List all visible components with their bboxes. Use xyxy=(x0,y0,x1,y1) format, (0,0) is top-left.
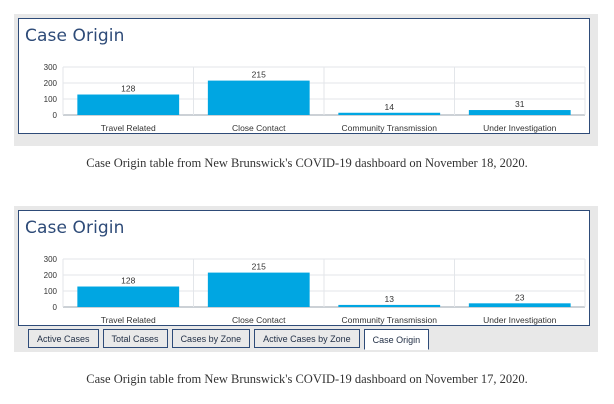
tab-case-origin[interactable]: Case Origin xyxy=(363,329,430,350)
chart-title: Case Origin xyxy=(25,218,125,238)
category-label: Close Contact xyxy=(232,123,286,133)
bar-chart: 0 100 200 300 128 Travel Related 215 Close Cont… xyxy=(44,63,586,133)
y-tick-label: 200 xyxy=(44,271,58,280)
tab-active-cases-by-zone[interactable]: Active Cases by Zone xyxy=(254,329,360,348)
data-label: 215 xyxy=(252,262,266,272)
category-label: Travel Related xyxy=(101,315,156,325)
y-tick-label: 300 xyxy=(44,63,58,72)
bar xyxy=(77,94,180,115)
bar xyxy=(468,303,571,307)
case-origin-panel-nov-17: Case Origin 0 100 200 300 128 Travel Related 2… xyxy=(14,206,598,352)
bar-chart: 0 100 200 300 128 Travel Related 215 Close Cont… xyxy=(44,255,586,325)
y-tick-label: 0 xyxy=(53,111,58,120)
bar xyxy=(338,304,441,307)
bar xyxy=(468,110,571,115)
y-tick-label: 100 xyxy=(44,95,58,104)
tab-active-cases[interactable]: Active Cases xyxy=(28,329,99,348)
bar xyxy=(338,112,441,115)
chart-title: Case Origin xyxy=(25,26,125,46)
y-tick-label: 200 xyxy=(44,79,58,88)
data-label: 13 xyxy=(385,294,395,304)
category-label: Close Contact xyxy=(232,315,286,325)
category-label: Travel Related xyxy=(101,123,156,133)
data-label: 31 xyxy=(515,99,525,109)
chart-card: Case Origin 0 100 200 300 128 Travel Related 2… xyxy=(18,210,590,326)
y-tick-label: 100 xyxy=(44,287,58,296)
y-tick-label: 0 xyxy=(53,303,58,312)
figure-caption: Case Origin table from New Brunswick's C… xyxy=(86,372,528,386)
chart-card: Case Origin 0 100 200 300 128 Travel Related 2… xyxy=(18,18,590,134)
tab-cases-by-zone[interactable]: Cases by Zone xyxy=(171,329,251,348)
data-label: 23 xyxy=(515,292,525,302)
data-label: 128 xyxy=(121,276,135,286)
figure-caption: Case Origin table from New Brunswick's C… xyxy=(86,156,528,170)
case-origin-panel-nov-18: Case Origin 0 100 200 300 128 Travel Related 2… xyxy=(14,14,598,146)
bar xyxy=(207,272,310,307)
data-label: 128 xyxy=(121,84,135,94)
category-label: Community Transmission xyxy=(342,315,438,325)
bar xyxy=(77,286,180,307)
data-label: 215 xyxy=(252,70,266,80)
y-tick-label: 300 xyxy=(44,255,58,264)
data-label: 14 xyxy=(385,102,395,112)
bar xyxy=(207,80,310,115)
category-label: Community Transmission xyxy=(342,123,438,133)
dashboard-tab-bar: Active Cases Total Cases Cases by Zone Acti… xyxy=(28,329,430,350)
category-label: Under Investigation xyxy=(483,123,557,133)
category-label: Under Investigation xyxy=(483,315,557,325)
tab-total-cases[interactable]: Total Cases xyxy=(102,329,168,348)
